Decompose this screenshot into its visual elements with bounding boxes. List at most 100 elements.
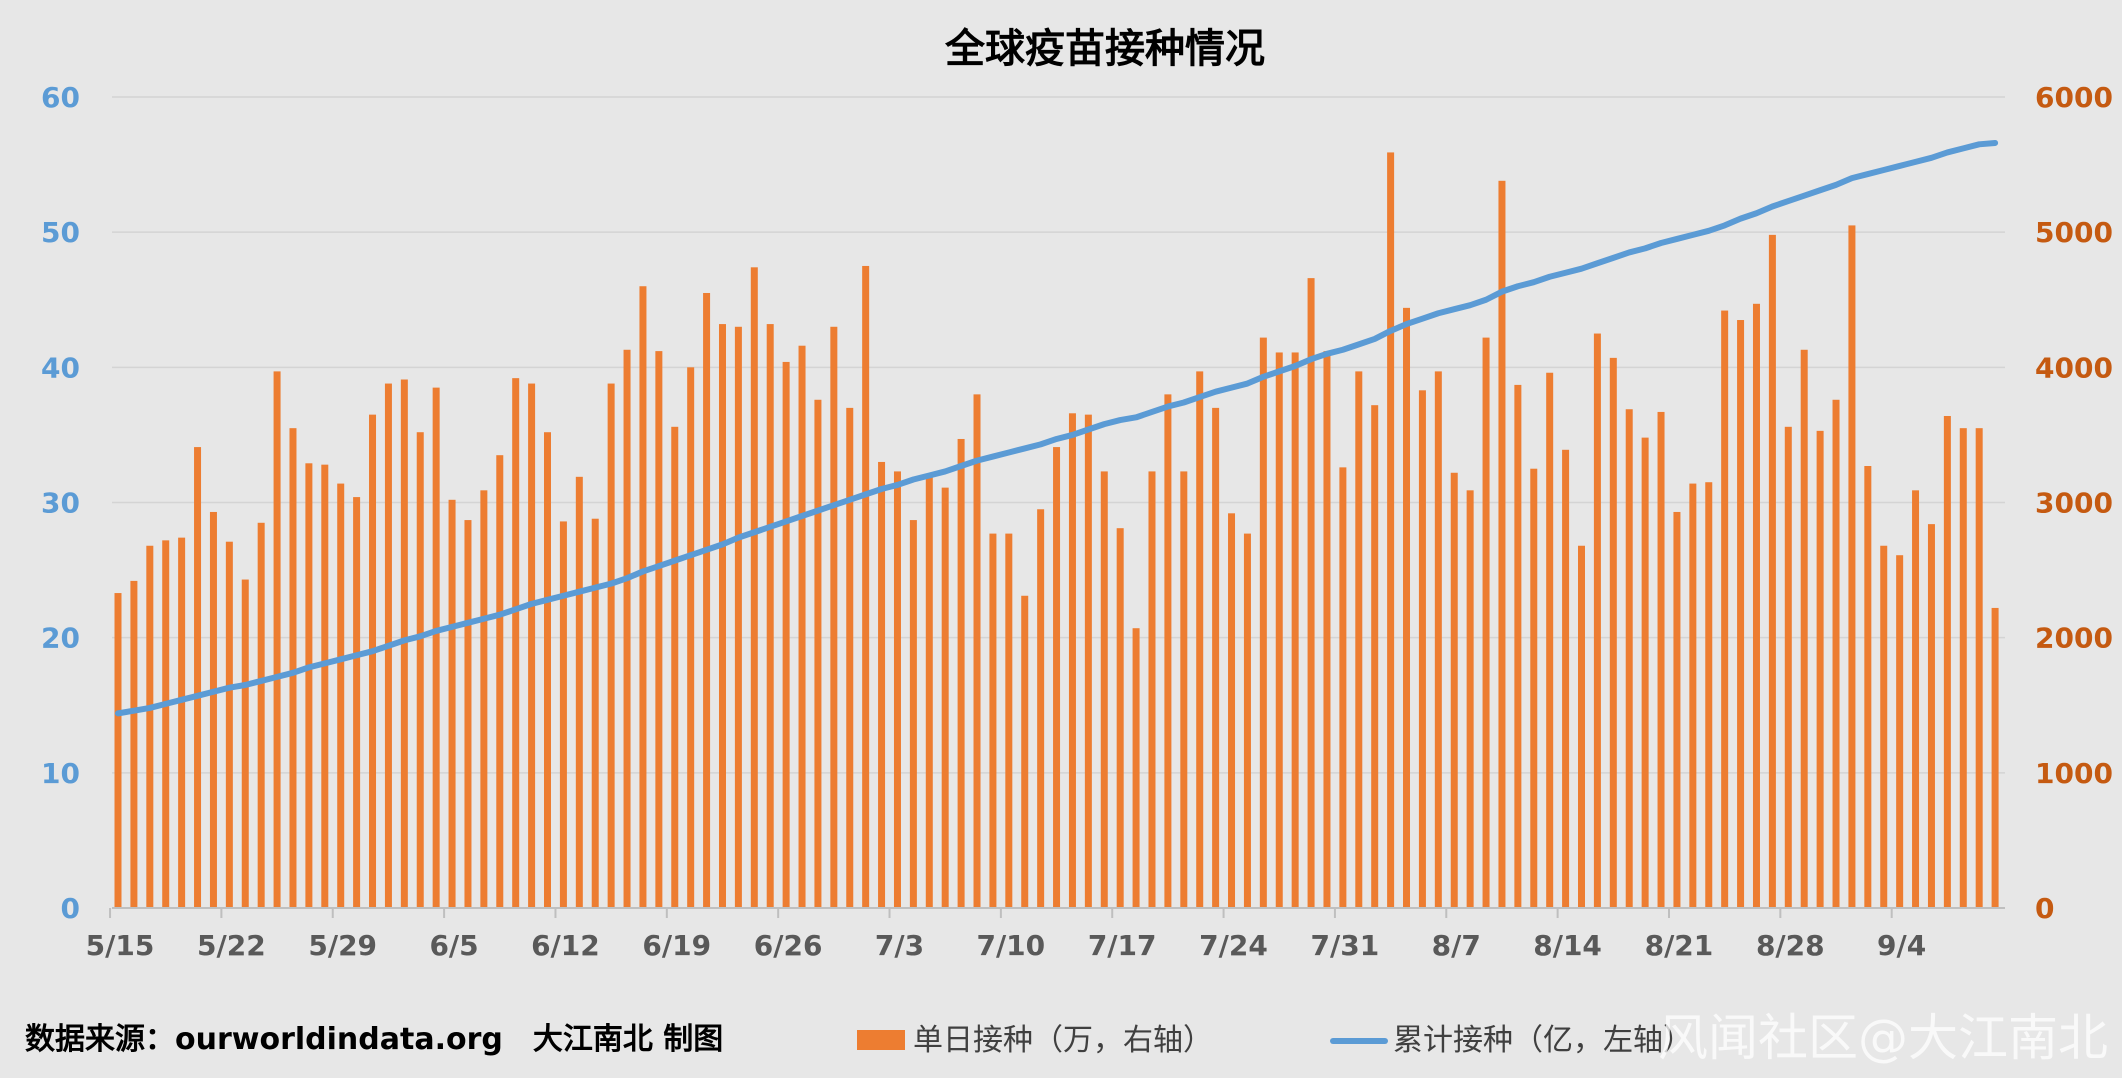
daily-bar: [1371, 405, 1379, 908]
daily-bar: [1705, 482, 1713, 908]
daily-bar: [130, 580, 138, 908]
daily-bar: [1593, 333, 1601, 908]
daily-bar: [766, 324, 774, 909]
legend-label-bar: 单日接种（万，右轴）: [913, 1023, 1213, 1058]
legend-label-line: 累计接种（亿，左轴）: [1393, 1023, 1693, 1058]
x-axis-tick-label: 8/21: [1645, 929, 1714, 962]
daily-bar: [1943, 415, 1951, 908]
daily-bar: [1164, 394, 1172, 908]
left-axis-tick-label: 20: [41, 622, 80, 655]
daily-bar: [830, 326, 838, 908]
daily-bar: [1403, 307, 1411, 908]
daily-bar: [941, 487, 949, 908]
daily-bar: [798, 345, 806, 909]
daily-bar: [1355, 371, 1363, 908]
daily-bar: [1275, 352, 1283, 909]
daily-bar: [1657, 411, 1665, 908]
x-axis-tick-label: 8/7: [1432, 929, 1481, 962]
daily-bar: [1068, 413, 1076, 908]
daily-bar: [1132, 628, 1140, 908]
right-axis-tick-label: 5000: [2035, 216, 2113, 249]
daily-bar: [1100, 471, 1108, 908]
daily-bar: [1625, 409, 1633, 908]
daily-bar: [1737, 320, 1745, 908]
daily-bar: [1212, 407, 1220, 908]
x-axis-tick-label: 7/17: [1088, 929, 1157, 962]
daily-bar: [1307, 278, 1315, 908]
watermark: 风闻社区@大江南北: [1658, 1009, 2108, 1067]
daily-bar: [989, 533, 997, 908]
daily-bar: [559, 521, 567, 908]
daily-bar: [1291, 352, 1299, 909]
left-axis-tick-label: 0: [61, 892, 80, 925]
daily-bar: [687, 367, 695, 909]
daily-bar: [1450, 472, 1458, 908]
chart-title: 全球疫苗接种情况: [944, 26, 1265, 72]
daily-bar: [1021, 595, 1029, 908]
x-axis-tick-label: 5/15: [86, 929, 155, 962]
daily-bar: [623, 349, 631, 908]
daily-bar: [1466, 490, 1474, 908]
daily-bar: [1896, 555, 1904, 908]
x-axis-tick-label: 7/31: [1311, 929, 1380, 962]
daily-bar: [1768, 234, 1776, 908]
daily-bar: [1053, 447, 1061, 908]
daily-bar: [591, 518, 599, 908]
left-axis-tick-label: 50: [41, 216, 80, 249]
daily-bar: [1546, 372, 1554, 908]
daily-bar: [416, 432, 424, 908]
daily-bar: [1514, 384, 1522, 908]
daily-bar: [718, 324, 726, 909]
daily-bar: [1832, 399, 1840, 908]
left-axis-tick-label: 30: [41, 487, 80, 520]
daily-bar: [973, 394, 981, 908]
daily-bar: [909, 520, 917, 908]
daily-bar: [1387, 152, 1395, 909]
x-axis-tick-label: 6/19: [642, 929, 711, 962]
left-axis-tick-label: 10: [41, 757, 80, 790]
daily-bar: [544, 432, 551, 908]
daily-bar: [162, 540, 170, 908]
daily-bar: [814, 399, 822, 908]
data-source: 数据来源：ourworldindata.org 大江南北 制图: [25, 1022, 723, 1057]
cumulative-line: [115, 139, 1999, 717]
daily-bar: [1418, 390, 1426, 908]
right-axis-tick-label: 4000: [2035, 351, 2113, 384]
daily-bar: [273, 371, 281, 908]
daily-bar: [1673, 511, 1681, 908]
daily-bar: [337, 483, 345, 908]
daily-bar: [1562, 449, 1570, 908]
x-axis-tick-label: 6/5: [429, 929, 478, 962]
left-axis-tick-label: 40: [41, 351, 80, 384]
daily-bar: [194, 447, 202, 908]
x-axis-tick-label: 7/3: [875, 929, 924, 962]
daily-bar: [1689, 483, 1697, 908]
daily-bar: [782, 361, 790, 908]
daily-bar: [1784, 426, 1792, 908]
daily-bar: [1482, 337, 1490, 909]
right-axis-tick-label: 2000: [2035, 622, 2113, 655]
daily-bar: [1530, 468, 1538, 908]
daily-bar: [734, 326, 742, 908]
daily-bar: [1816, 430, 1824, 908]
daily-bar: [1927, 524, 1935, 908]
daily-bar: [925, 475, 933, 908]
daily-bar: [1800, 349, 1808, 908]
daily-bar: [893, 471, 901, 908]
daily-bar: [289, 428, 297, 908]
daily-bar: [480, 490, 488, 908]
daily-bar: [305, 463, 313, 908]
daily-bar: [496, 455, 504, 908]
daily-bar: [257, 522, 265, 908]
daily-bar: [1005, 533, 1013, 908]
daily-bar: [321, 464, 329, 908]
right-axis-tick-label: 0: [2035, 892, 2054, 925]
daily-bar: [1228, 513, 1236, 908]
x-axis-tick-label: 8/28: [1756, 929, 1825, 962]
daily-bar: [957, 438, 965, 908]
daily-bar: [1116, 528, 1124, 908]
daily-bar: [575, 476, 583, 908]
daily-bar: [209, 511, 217, 908]
